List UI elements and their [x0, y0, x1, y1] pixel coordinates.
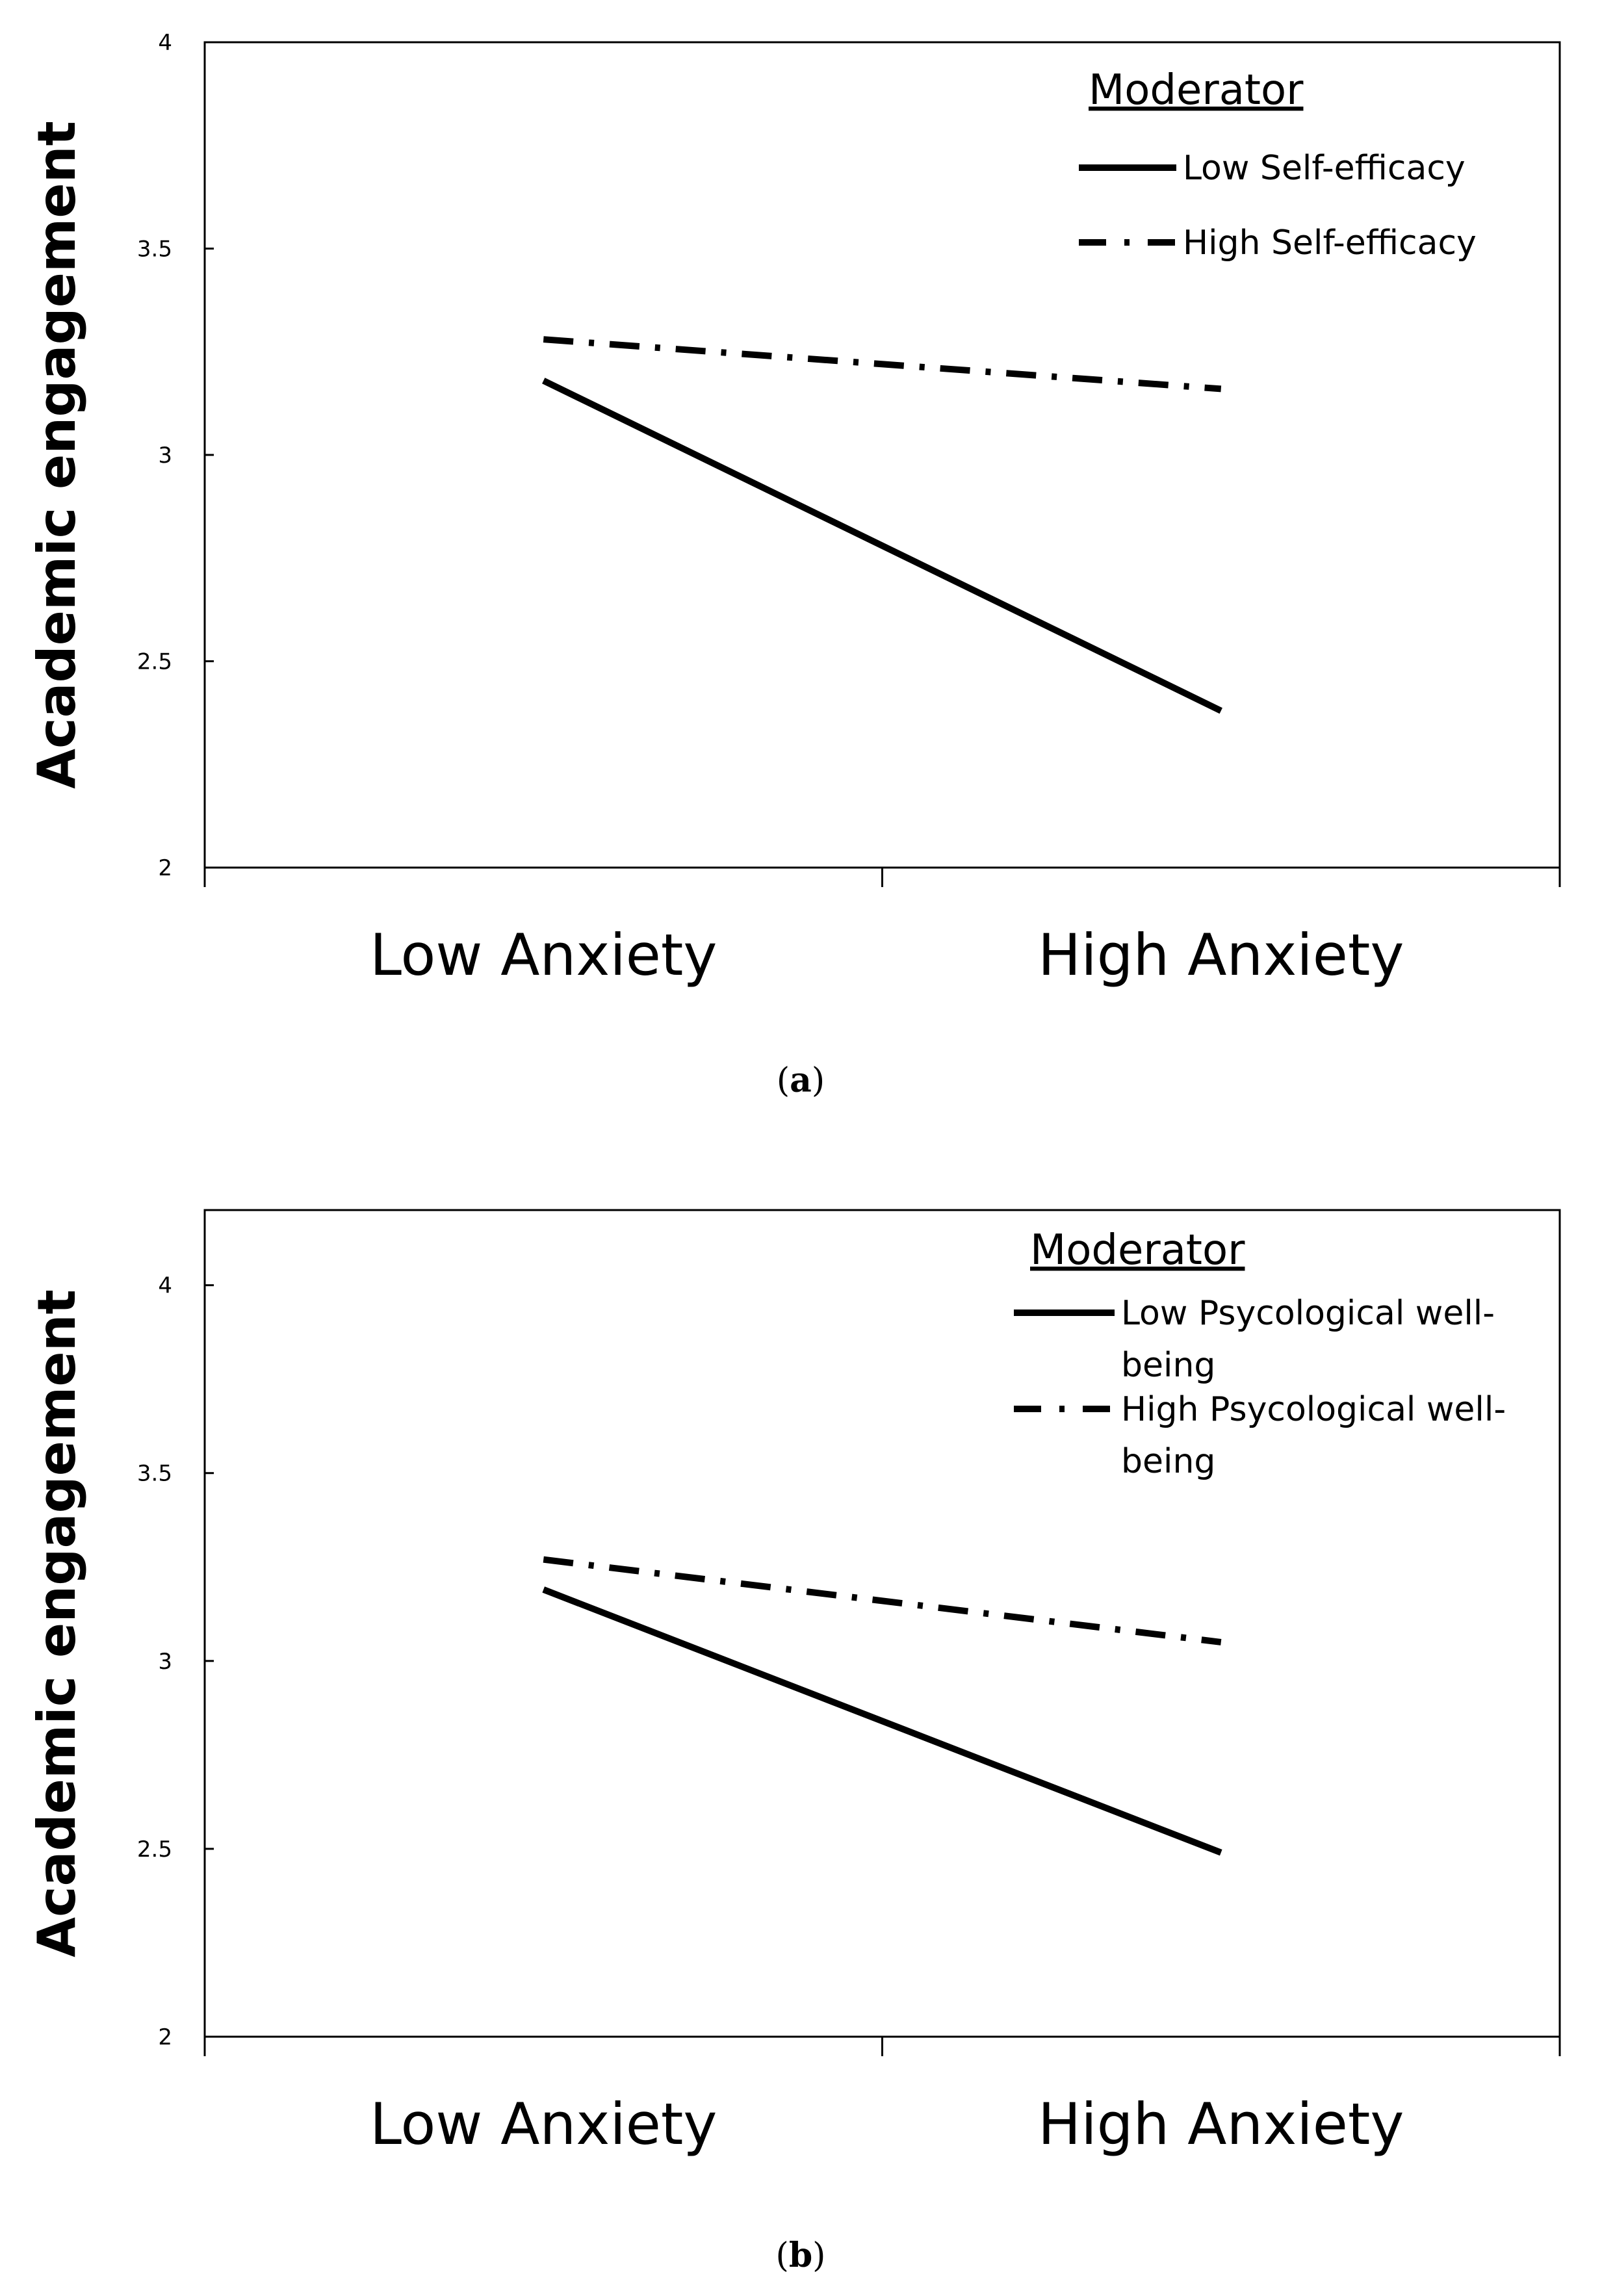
y-tick-label: 4	[158, 30, 172, 56]
legend-entry-line: being	[1121, 1346, 1215, 1385]
y-tick-label: 2	[158, 2024, 172, 2050]
legend-entry-label: High Psycological well-being	[1121, 1390, 1506, 1481]
y-tick-label: 3	[158, 443, 172, 469]
caption-paren-close: )	[812, 1061, 825, 1100]
chart-a: 2 2.5 3 3.5 4 Low Anxiety High Anxiety Academic…	[27, 30, 1561, 1100]
legend-entry-line: High Self-efficacy	[1183, 224, 1477, 263]
chart-b: 2 2.5 3 3.5 4 Low Anxiety High Anxiety Academic…	[27, 1209, 1561, 2275]
legend-entry-line: High Psycological well-	[1121, 1390, 1506, 1429]
series-line-low	[542, 1586, 1222, 1856]
legend-title: Moderator	[1089, 66, 1304, 114]
y-tick-label: 2.5	[137, 1837, 172, 1863]
caption-letter: a	[790, 1061, 812, 1100]
plot-frame	[203, 1209, 1561, 2038]
legend-entry-line: Low Psycological well-	[1121, 1294, 1495, 1333]
legend-entry-label: Low Self-efficacy	[1183, 149, 1466, 188]
y-tick-label: 4	[158, 1273, 172, 1299]
legend-entry-label: Low Psycological well-being	[1121, 1294, 1495, 1385]
legend-entry-label: High Self-efficacy	[1183, 224, 1477, 263]
x-category-label: High Anxiety	[1038, 922, 1404, 988]
legend-entry-line: being	[1121, 1442, 1215, 1481]
y-axis-label: Academic engagement	[27, 121, 87, 789]
y-axis-label: Academic engagement	[27, 1289, 87, 1957]
y-tick-label: 2	[158, 855, 172, 881]
y-tick-label: 3.5	[137, 1461, 172, 1487]
caption-paren-open: (	[777, 1061, 790, 1100]
series-line-low	[542, 378, 1222, 714]
series-line-high	[543, 336, 1222, 393]
y-tick-label: 3.5	[137, 237, 172, 263]
x-category-label: Low Anxiety	[370, 922, 717, 988]
y-tick-label: 3	[158, 1649, 172, 1675]
caption-paren-close: )	[812, 2236, 825, 2275]
figure-caption: (a)	[777, 1061, 825, 1100]
series-line-high	[543, 1556, 1222, 1645]
x-category-label: Low Anxiety	[370, 2091, 717, 2158]
caption-letter: b	[789, 2236, 812, 2275]
legend-entry-line: Low Self-efficacy	[1183, 149, 1466, 188]
legend-title: Moderator	[1030, 1226, 1245, 1274]
figure-caption: (b)	[776, 2236, 826, 2275]
caption-paren-open: (	[776, 2236, 789, 2275]
y-tick-label: 2.5	[137, 649, 172, 675]
x-category-label: High Anxiety	[1038, 2091, 1404, 2158]
legend: Moderator Low Self-efficacy High Self-effi…	[1079, 66, 1477, 263]
